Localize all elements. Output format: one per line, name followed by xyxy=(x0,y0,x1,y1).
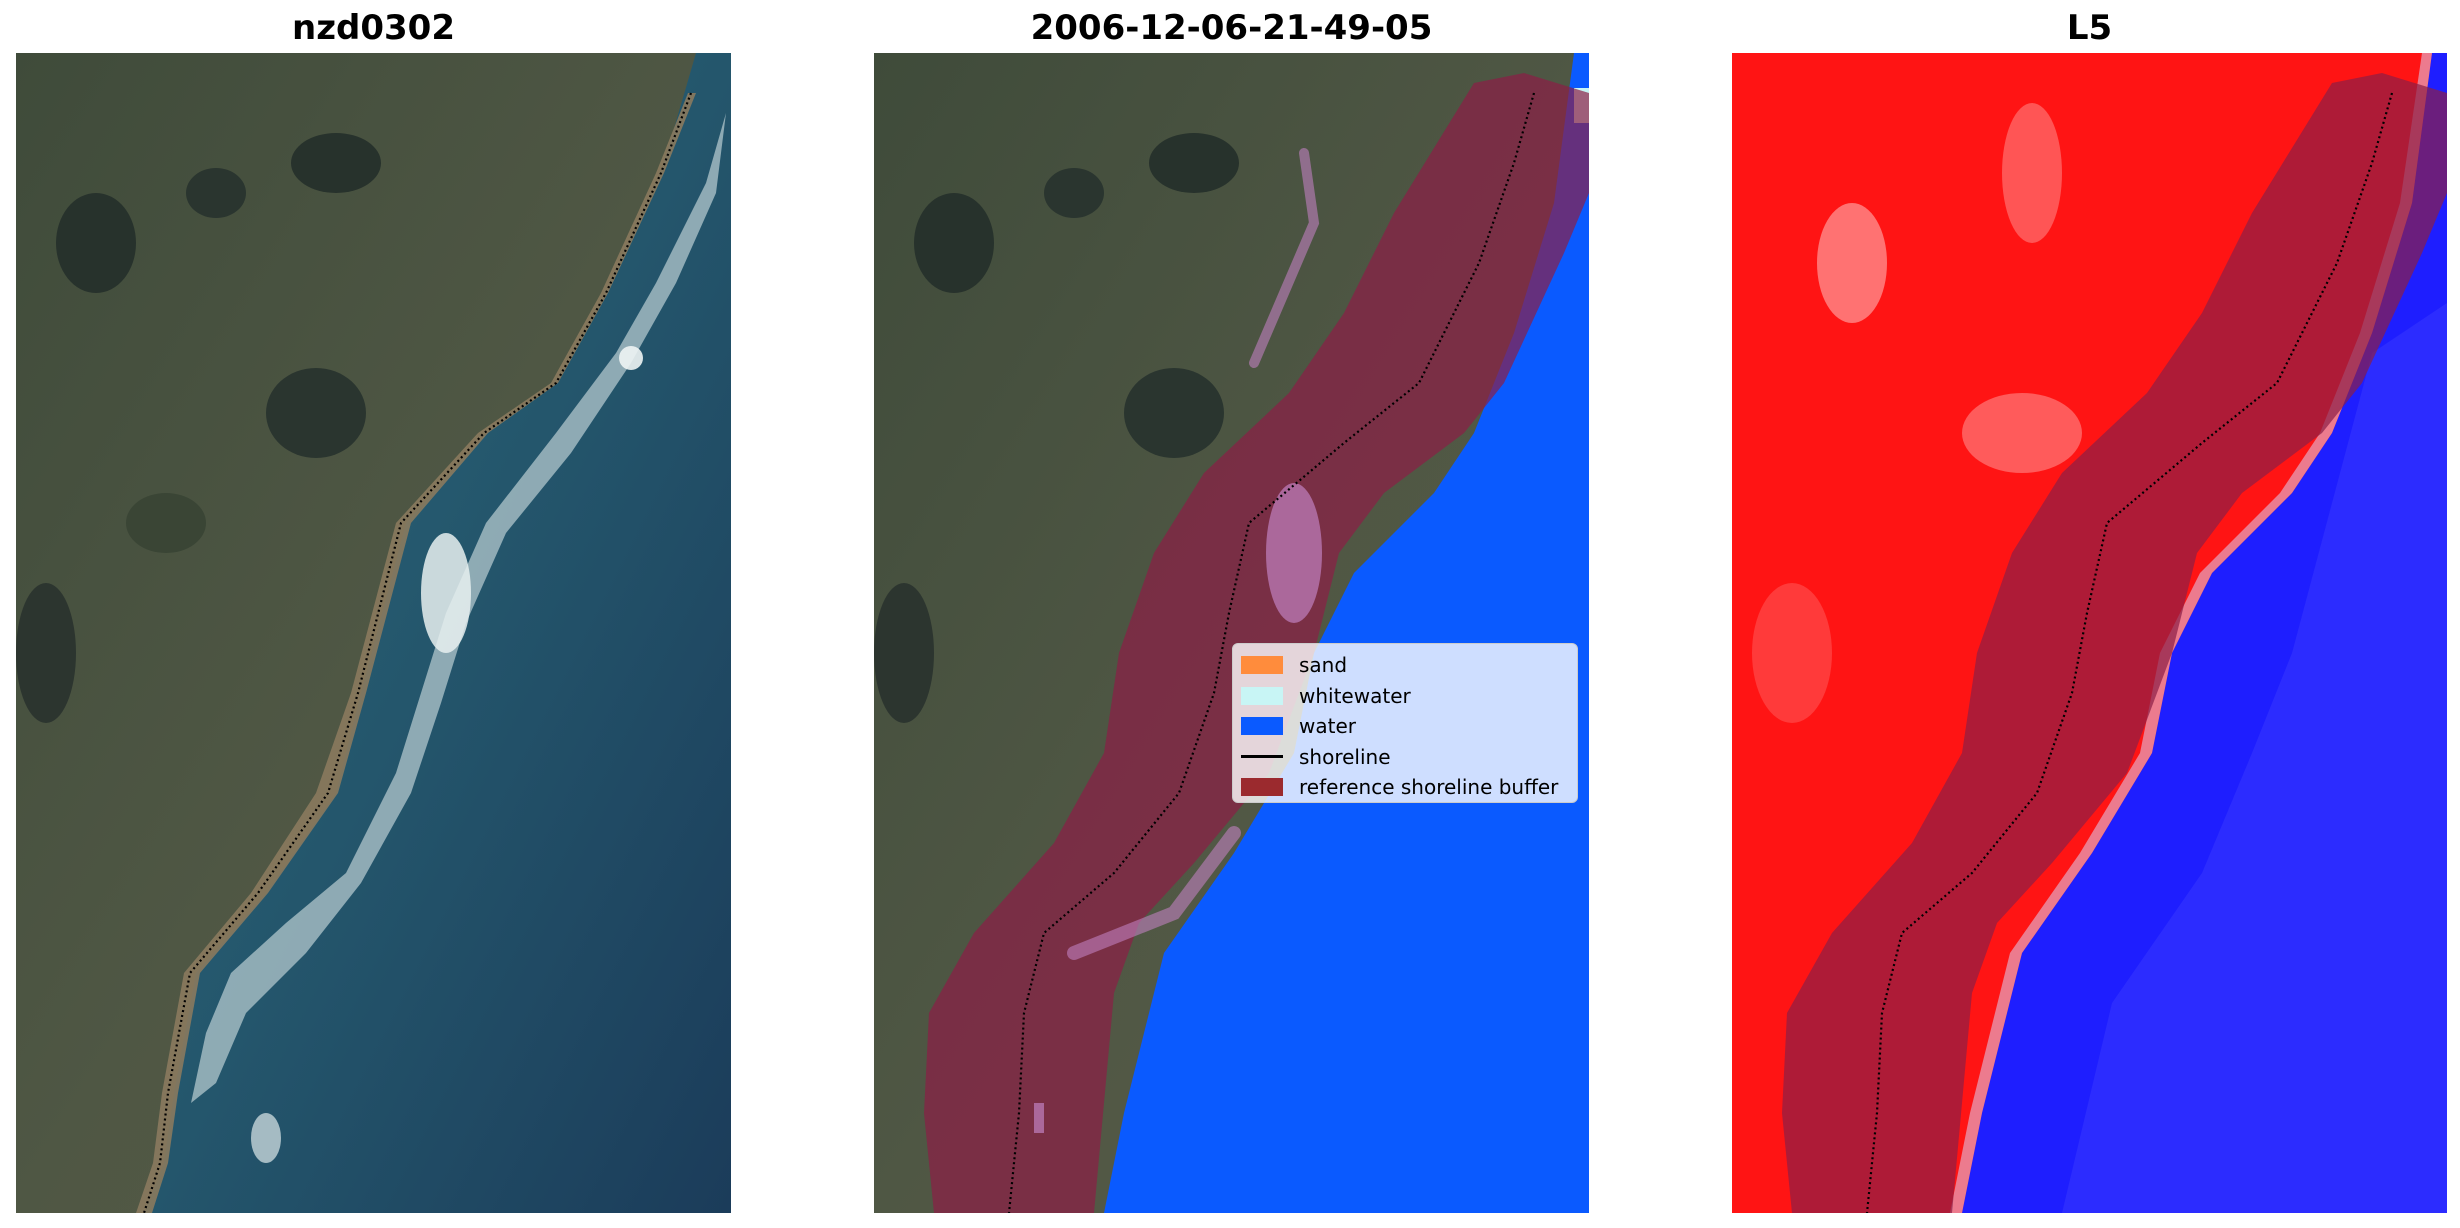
legend-label: shoreline xyxy=(1299,744,1391,769)
legend: sand whitewater water shoreline referenc… xyxy=(1232,643,1578,803)
legend-swatch-water xyxy=(1241,717,1283,736)
panel-title-classified: 2006-12-06-21-49-05 xyxy=(1030,8,1433,48)
index-image xyxy=(1732,53,2447,1213)
legend-swatch-buffer xyxy=(1241,778,1283,797)
panel-title-rgb: nzd0302 xyxy=(292,8,455,48)
legend-item-water: water xyxy=(1241,711,1569,742)
classified-image xyxy=(874,53,1589,1213)
legend-label: whitewater xyxy=(1299,683,1411,708)
legend-item-buffer: reference shoreline buffer xyxy=(1241,772,1569,803)
legend-item-shoreline: shoreline xyxy=(1241,742,1569,773)
legend-label: reference shoreline buffer xyxy=(1299,775,1559,800)
legend-line-shoreline xyxy=(1241,755,1283,759)
legend-swatch-sand xyxy=(1241,656,1283,675)
legend-item-whitewater: whitewater xyxy=(1241,681,1569,712)
panel-title-index: L5 xyxy=(2066,8,2113,48)
legend-item-sand: sand xyxy=(1241,650,1569,681)
rgb-satellite-image xyxy=(16,53,731,1213)
legend-swatch-whitewater xyxy=(1241,686,1283,705)
legend-label: water xyxy=(1299,714,1356,739)
legend-label: sand xyxy=(1299,653,1348,678)
